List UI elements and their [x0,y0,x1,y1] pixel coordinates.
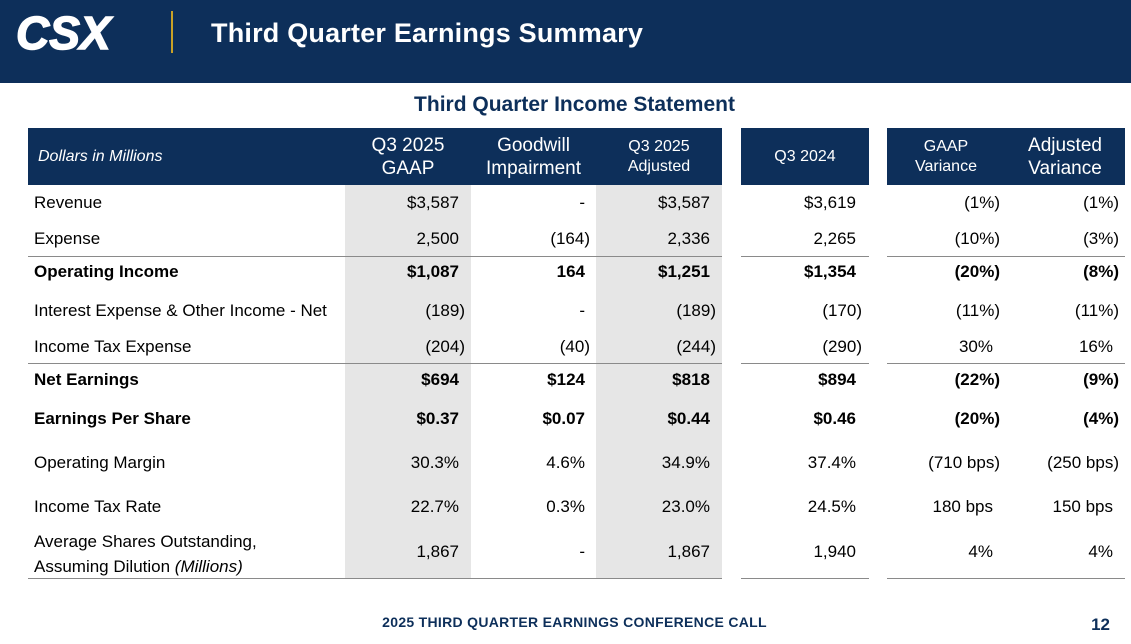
cell-prior: $1,354 [804,262,856,281]
cell-adjusted-variance: 150 bps [1052,497,1114,516]
cell-gaap: (189) [425,301,465,320]
cell-adjusted-variance: 4% [1088,542,1113,561]
cell-prior: 24.5% [807,497,856,516]
row-rule [28,256,722,257]
col-header-adjusted: Q3 2025 Adjusted [596,128,722,185]
cell-adjusted: 34.9% [661,453,710,472]
cell-prior: $3,619 [804,193,856,212]
row-label: Expense [34,229,101,248]
cell-adjusted: $818 [672,370,710,389]
row-rule [741,256,869,257]
row-label: Net Earnings [34,370,139,389]
header-bar: CSX Third Quarter Earnings Summary [0,0,1131,83]
row-label: Operating Income [34,262,179,281]
cell-gaap-variance: (20%) [954,409,1000,428]
cell-goodwill: (164) [550,229,590,248]
cell-gaap-variance: 180 bps [932,497,994,516]
cell-prior: 1,940 [813,542,856,561]
cell-gaap-variance: (10%) [954,229,1000,248]
header-divider [171,11,173,53]
col-header-goodwill: Goodwill Impairment [471,128,596,185]
cell-adjusted: 1,867 [667,542,710,561]
row-label: Interest Expense & Other Income - Net [34,301,327,320]
cell-prior: $0.46 [813,409,856,428]
cell-adjusted-variance: (9%) [1083,370,1119,389]
cell-goodwill: $0.07 [542,409,585,428]
row-label: Income Tax Expense [34,337,192,356]
cell-goodwill: - [579,193,585,212]
cell-adjusted: 2,336 [667,229,710,248]
row-rule [741,363,869,364]
row-rule [887,363,1125,364]
col-header-prior: Q3 2024 [741,128,869,185]
svg-text:CSX: CSX [16,9,113,55]
page-title: Third Quarter Earnings Summary [211,18,644,48]
cell-gaap: 30.3% [410,453,459,472]
cell-gaap-variance: (1%) [964,193,1000,212]
cell-gaap: $694 [421,370,459,389]
col-header-gaap: Q3 2025 GAAP [345,128,471,185]
cell-gaap: 22.7% [410,497,459,516]
page-number: 12 [1091,615,1110,634]
cell-gaap-variance: (22%) [954,370,1000,389]
row-rule [887,578,1125,579]
cell-gaap: $3,587 [407,193,459,212]
cell-goodwill: - [579,542,585,561]
row-rule [887,256,1125,257]
cell-goodwill: 0.3% [546,497,585,516]
gaap-column-shade [345,185,471,579]
cell-goodwill: (40) [559,337,590,356]
cell-gaap: (204) [425,337,465,356]
col-header-gaap-variance: GAAP Variance [887,128,1005,185]
adjusted-column-shade [596,185,722,579]
row-label: Operating Margin [34,453,166,472]
cell-adjusted-variance: (250 bps) [1047,453,1119,472]
statement-title: Third Quarter Income Statement [414,93,735,116]
cell-gaap-variance: (710 bps) [928,453,1000,472]
cell-goodwill: 4.6% [546,453,585,472]
cell-gaap: 2,500 [416,229,459,248]
cell-gaap-variance: (20%) [954,262,1000,281]
cell-prior: 37.4% [807,453,856,472]
row-rule [28,578,722,579]
cell-adjusted: (244) [676,337,716,356]
row-rule [28,363,722,364]
row-label: Average Shares Outstanding, Assuming Dilu… [34,532,257,576]
cell-adjusted-variance: (3%) [1083,229,1119,248]
cell-adjusted-variance: (4%) [1083,409,1119,428]
row-label: Revenue [34,193,103,212]
cell-prior: 2,265 [813,229,856,248]
col-header-label: Dollars in Millions [28,128,346,185]
cell-goodwill: $124 [547,370,585,389]
col-header-adjusted-variance: Adjusted Variance [1005,128,1125,185]
cell-gaap: $0.37 [416,409,459,428]
row-label: Income Tax Rate [34,497,162,516]
cell-adjusted: $3,587 [658,193,710,212]
footer-text: 2025 THIRD QUARTER EARNINGS CONFERENCE C… [382,614,767,630]
cell-goodwill: - [579,301,585,320]
cell-prior: (170) [822,301,862,320]
cell-gaap-variance: 4% [968,542,993,561]
cell-adjusted: 23.0% [661,497,710,516]
row-label: Earnings Per Share [34,409,191,428]
cell-adjusted: $0.44 [667,409,710,428]
cell-prior: $894 [818,370,856,389]
cell-adjusted: $1,251 [658,262,710,281]
cell-adjusted-variance: (8%) [1083,262,1119,281]
cell-gaap-variance: (11%) [955,301,1000,320]
cell-adjusted-variance: (11%) [1074,301,1119,320]
cell-adjusted: (189) [676,301,716,320]
cell-adjusted-variance: 16% [1078,337,1113,356]
cell-gaap-variance: 30% [958,337,993,356]
csx-logo: CSX [16,9,114,55]
cell-gaap: 1,867 [416,542,459,561]
row-rule [741,578,869,579]
cell-gaap: $1,087 [407,262,459,281]
cell-goodwill: 164 [556,262,585,281]
cell-adjusted-variance: (1%) [1083,193,1119,212]
cell-prior: (290) [822,337,862,356]
